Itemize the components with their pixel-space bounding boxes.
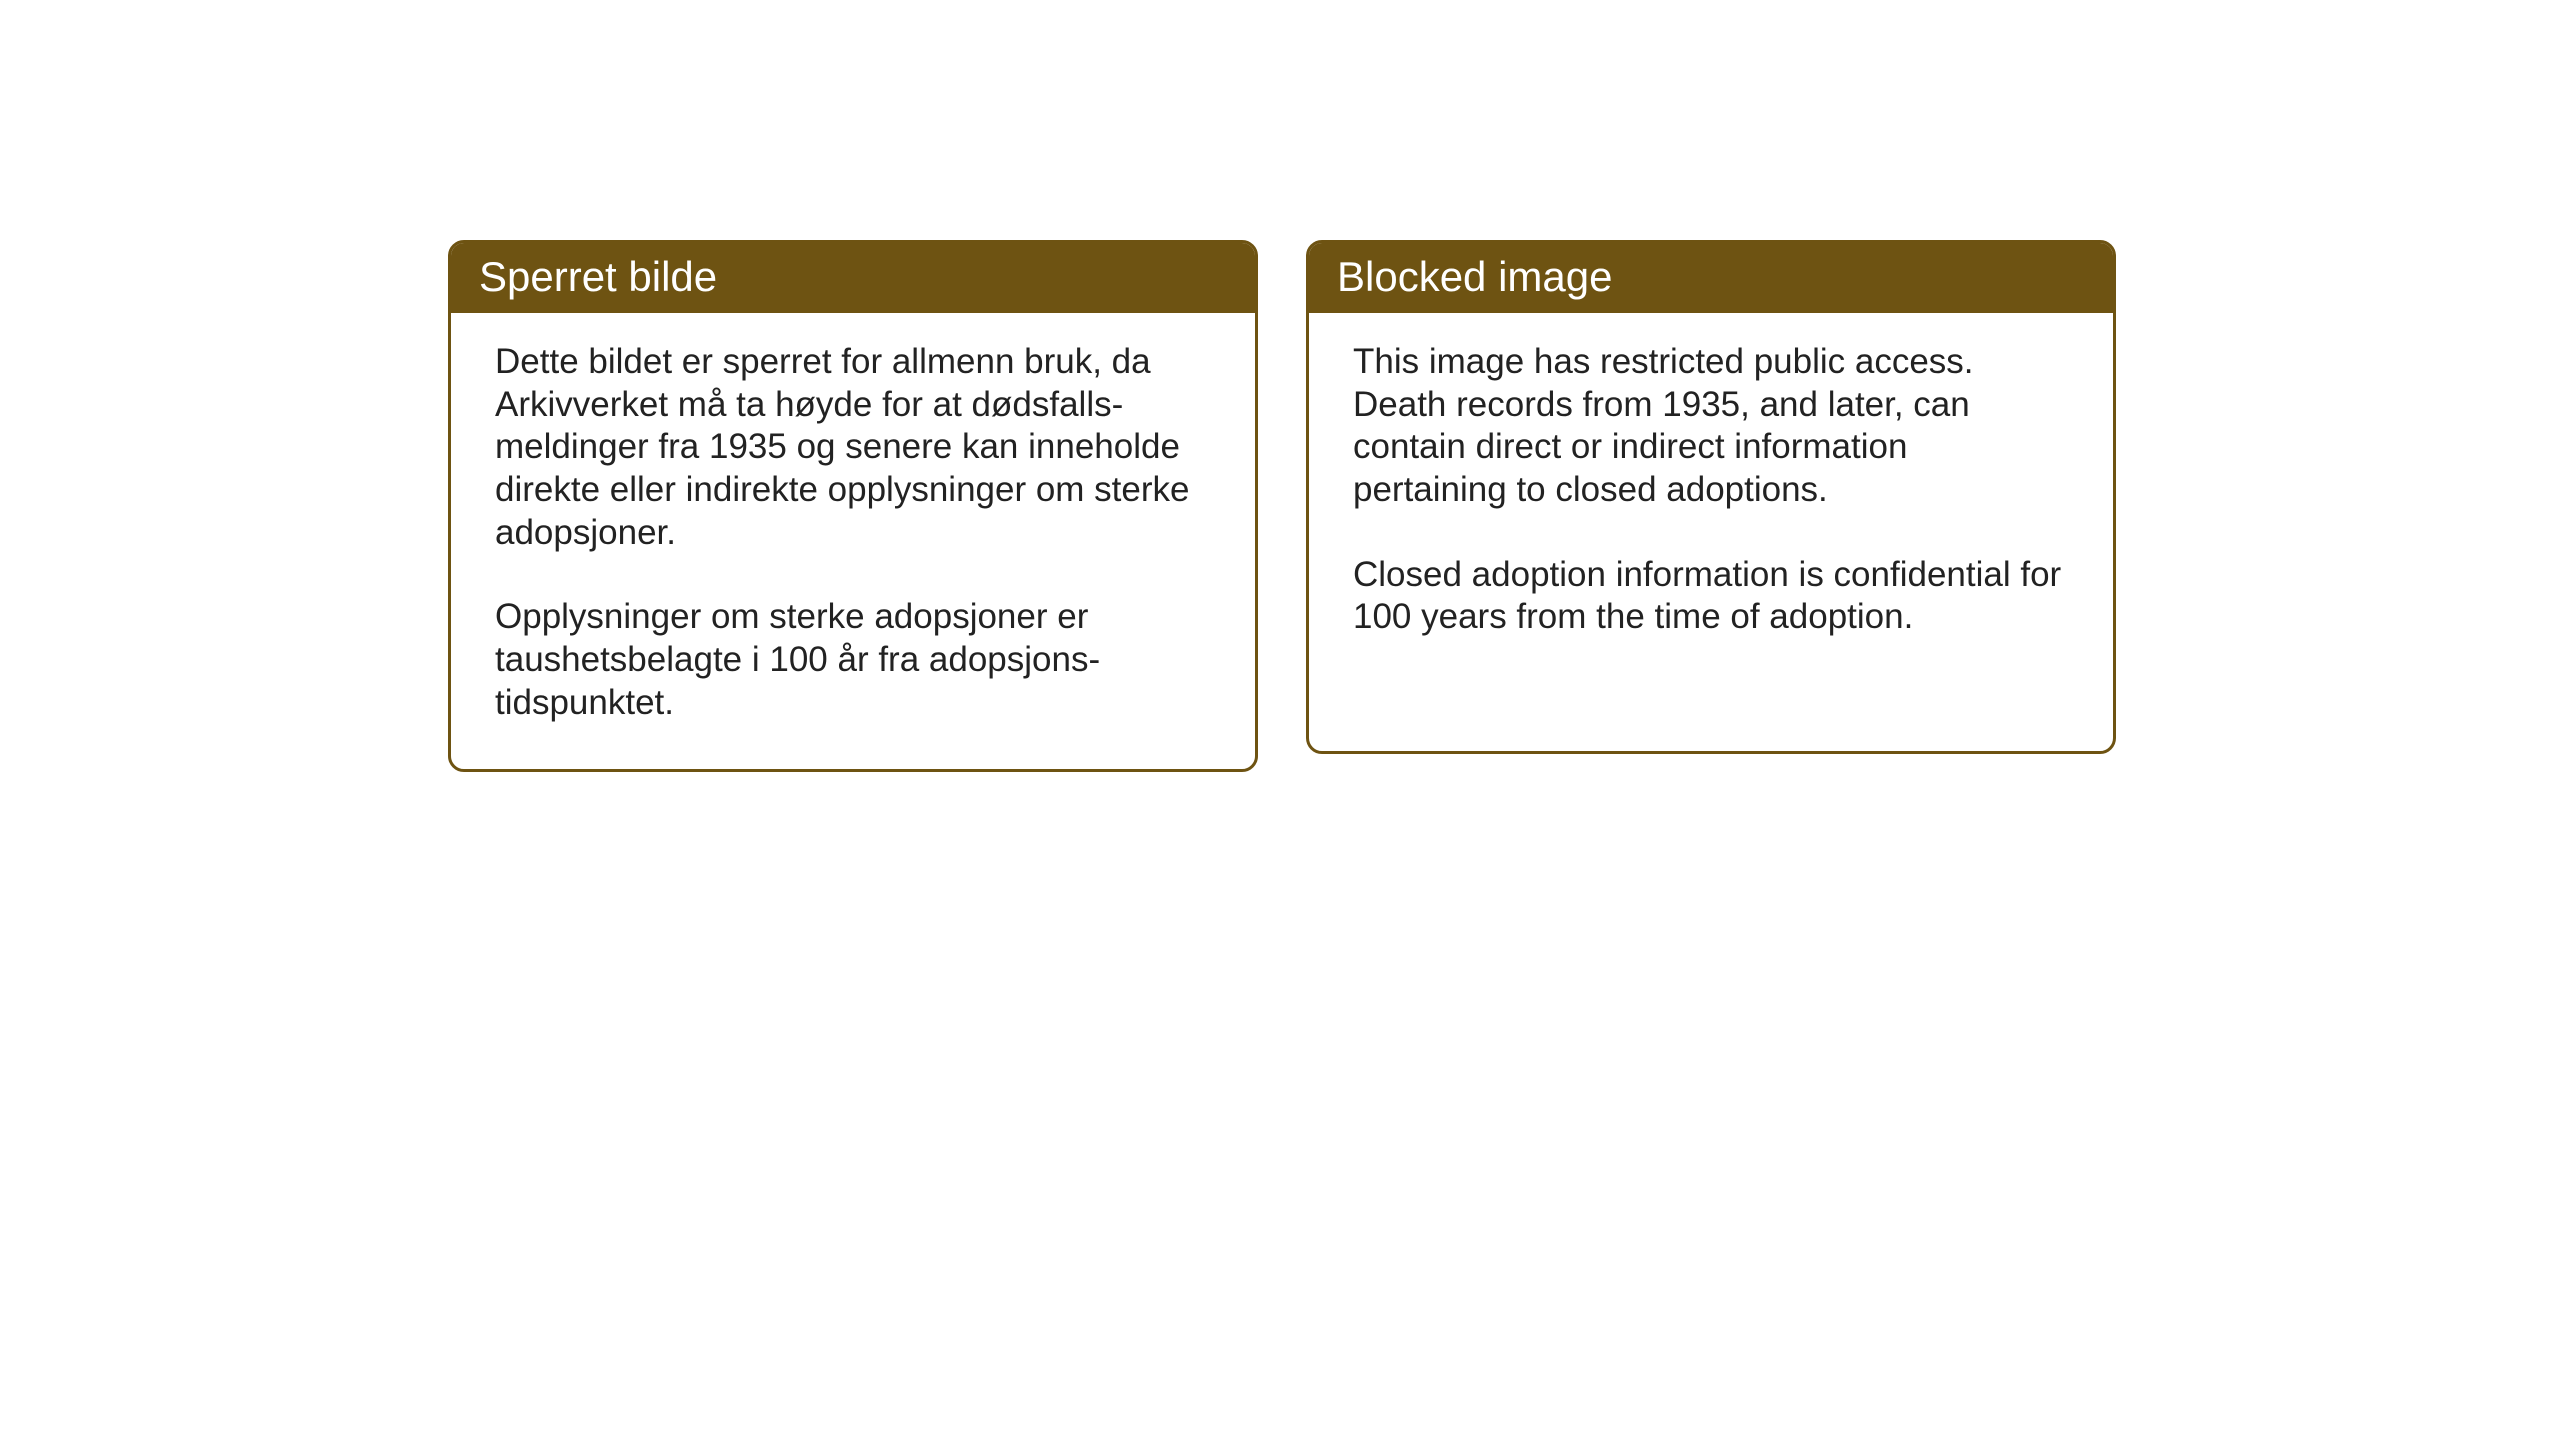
card-norwegian: Sperret bilde Dette bildet er sperret fo… — [448, 240, 1258, 772]
cards-container: Sperret bilde Dette bildet er sperret fo… — [0, 0, 2560, 772]
card-header-english: Blocked image — [1309, 243, 2113, 313]
card-english: Blocked image This image has restricted … — [1306, 240, 2116, 754]
card-body-english: This image has restricted public access.… — [1309, 313, 2113, 683]
card-body-norwegian: Dette bildet er sperret for allmenn bruk… — [451, 313, 1255, 769]
paragraph-2-english: Closed adoption information is confident… — [1353, 554, 2069, 639]
card-header-norwegian: Sperret bilde — [451, 243, 1255, 313]
paragraph-1-norwegian: Dette bildet er sperret for allmenn bruk… — [495, 341, 1211, 554]
paragraph-1-english: This image has restricted public access.… — [1353, 341, 2069, 512]
paragraph-2-norwegian: Opplysninger om sterke adopsjoner er tau… — [495, 596, 1211, 724]
